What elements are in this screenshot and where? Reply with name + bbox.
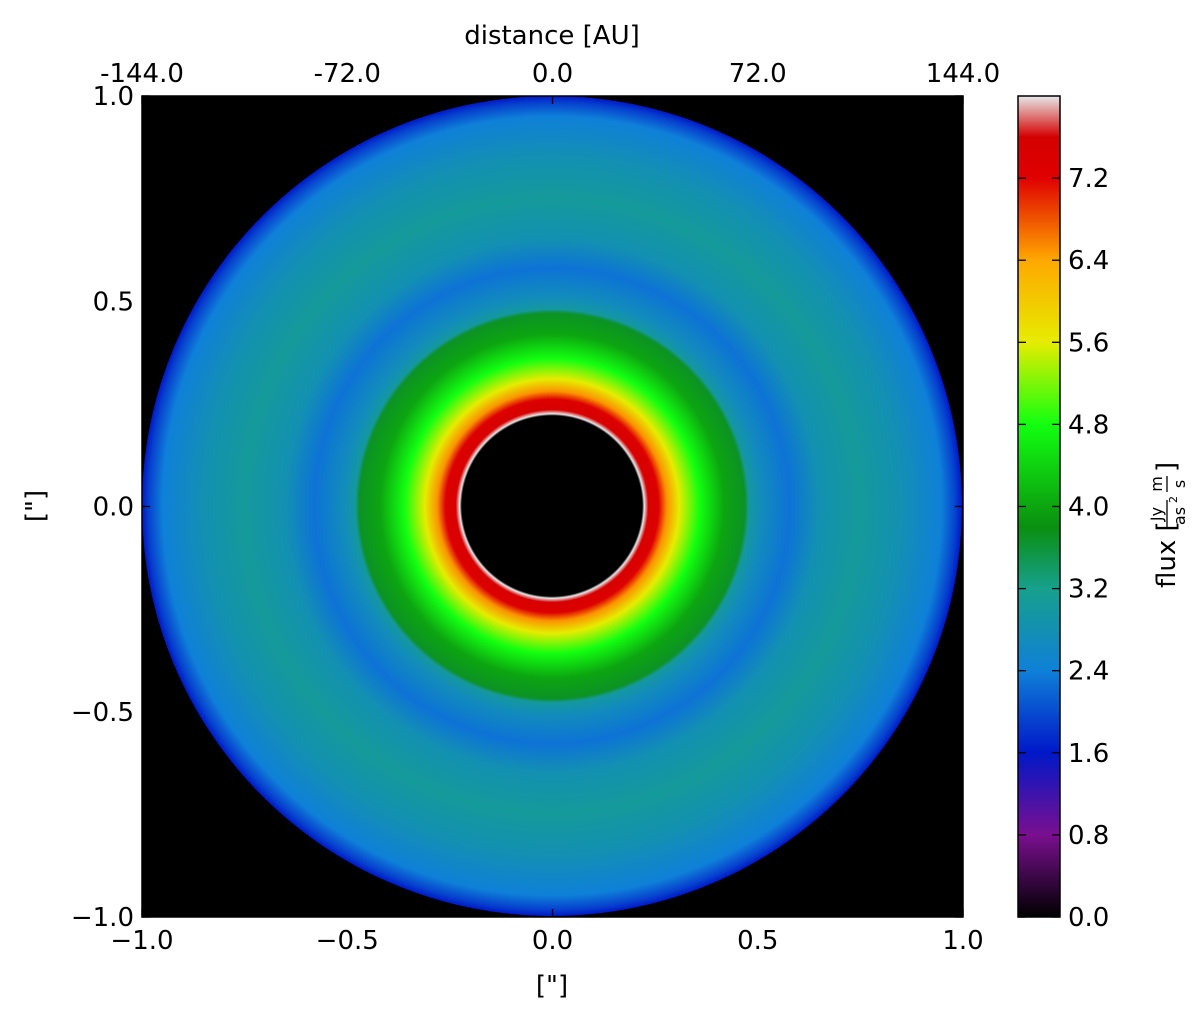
x-tick-label: 0.5: [737, 926, 778, 956]
colorbar-label-s: s: [1170, 480, 1189, 488]
colorbar-ticks: 0.0 0.8 1.6 2.4 3.2 4.0 4.8 5.6 6.4 7.2: [1018, 164, 1109, 933]
colorbar-tick-label: 0.8: [1068, 821, 1109, 851]
x-tick-label: −1.0: [110, 926, 173, 956]
colorbar-label-main: flux [: [1152, 521, 1182, 588]
colorbar-label: flux [ Jy as 2 m s ]: [1147, 462, 1189, 588]
colorbar-tick-label: 5.6: [1068, 328, 1109, 358]
axis-ticks: −1.0 −0.5 0.0 0.5 1.0-144.0 -72.0 0.0 72.0 144.0…: [71, 59, 1000, 956]
y-tick-label: −0.5: [71, 698, 134, 728]
image-panel: [141, 95, 964, 918]
top-tick-label: 0.0: [532, 59, 573, 89]
x-tick-label: 0.0: [532, 926, 573, 956]
top-axis-title: distance [AU]: [464, 21, 640, 51]
x-axis-title: ["]: [536, 971, 568, 1001]
colorbar-label-jy: Jy: [1147, 507, 1166, 522]
x-tick-label: 1.0: [942, 926, 983, 956]
top-tick-label: -72.0: [314, 59, 381, 89]
disk-emission: [142, 96, 962, 916]
y-tick-label: −1.0: [71, 903, 134, 933]
y-tick-label: 1.0: [93, 82, 134, 112]
top-tick-label: -144.0: [100, 59, 184, 89]
colorbar-label-close: ]: [1152, 462, 1182, 472]
y-tick-label: 0.0: [93, 493, 134, 523]
y-tick-label: 0.5: [93, 287, 134, 317]
colorbar: 0.0 0.8 1.6 2.4 3.2 4.0 4.8 5.6 6.4 7.2: [1017, 95, 1109, 933]
colorbar-tick-label: 4.8: [1068, 410, 1109, 440]
colorbar-tick-label: 7.2: [1068, 164, 1109, 194]
colorbar-tick-label: 2.4: [1068, 657, 1109, 687]
top-tick-label: 144.0: [926, 59, 1000, 89]
colorbar-label-as: as: [1170, 507, 1189, 525]
x-tick-label: −0.5: [316, 926, 379, 956]
colorbar-label-as-exp: 2: [1167, 496, 1180, 503]
top-tick-label: 72.0: [729, 59, 787, 89]
colorbar-label-m: m: [1147, 476, 1166, 492]
y-axis-title: ["]: [21, 490, 51, 522]
colorbar-tick-label: 1.6: [1068, 739, 1109, 769]
colorbar-tick-label: 3.2: [1068, 575, 1109, 605]
colorbar-tick-label: 6.4: [1068, 246, 1109, 276]
colorbar-tick-label: 0.0: [1068, 903, 1109, 933]
colorbar-tick-label: 4.0: [1068, 493, 1109, 523]
